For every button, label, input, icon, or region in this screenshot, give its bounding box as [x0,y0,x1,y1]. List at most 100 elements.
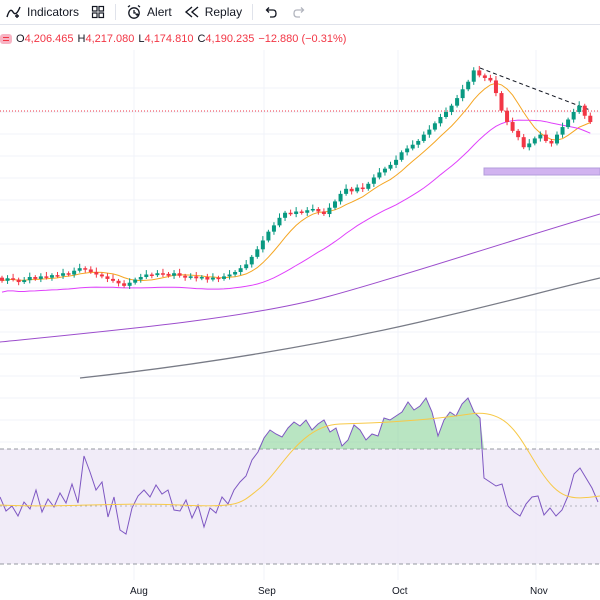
candle-body [210,277,215,280]
candle-body [238,268,243,272]
candle-body [366,183,371,189]
candle-body [488,77,493,81]
redo-icon [293,7,305,18]
toolbar-separator [115,4,117,20]
candle-body [532,138,537,144]
x-tick-aug: Aug [130,586,148,597]
candle-body [444,111,448,117]
grid-layout-icon [91,5,105,19]
candle-body [349,188,354,192]
candle-body [105,276,110,279]
x-tick-nov: Nov [530,586,548,597]
candle-body [560,127,565,135]
ma-short-line [1,82,591,282]
candle-body [577,105,582,112]
top-toolbar: Indicators Alert Replay [0,0,600,25]
candle-body [410,144,415,149]
candle-body [283,212,288,218]
replay-button[interactable]: Replay [178,0,248,24]
candle-body [16,279,21,283]
candle-body [427,129,432,135]
indicators-icon [6,6,21,18]
candle-body [549,140,554,144]
candle-body [222,276,226,279]
candle-body [399,152,404,160]
replay-label: Replay [204,5,243,19]
candle-body [555,134,559,144]
candle-body [288,212,293,215]
candle-body [582,105,587,116]
candle-body [144,274,149,278]
candle-body [49,275,54,278]
candle-body [27,277,32,281]
undo-button[interactable] [257,0,285,24]
indicators-label: Indicators [27,5,80,19]
candle-body [111,278,115,281]
ma-long-gray-line [79,277,600,379]
candle-body [22,280,27,283]
rewind-icon [184,6,199,18]
candle-body [438,117,443,124]
candle-body [299,211,304,213]
candle-body [371,177,376,184]
candle-body [255,249,260,257]
candle-body [55,275,60,277]
candle-body [338,193,343,202]
candle-body [516,130,521,138]
candle-body [344,188,349,194]
candle-body [33,277,38,279]
alert-button[interactable]: Alert [120,0,178,24]
candle-body [310,208,315,211]
redo-button[interactable] [285,0,313,24]
candle-body [183,275,188,278]
candle-body [116,280,121,284]
candle-body [382,168,387,173]
candle-body [493,80,498,94]
candle-body [527,143,532,148]
candle-body [177,273,182,276]
candle-body [477,70,482,76]
indicators-button[interactable]: Indicators [0,0,85,24]
candle-body [277,217,282,226]
candle-body [543,134,548,141]
candle-body [249,256,254,265]
candle-body [38,276,43,279]
candle-body [316,208,321,212]
change-value: −12.880 (−0.31%) [258,33,347,45]
candle-body [149,274,154,276]
trend-line [479,67,591,111]
candle-body [133,279,138,283]
collapse-legend-icon[interactable] [0,34,12,44]
candle-body [88,269,93,272]
candle-body [432,123,437,130]
candle-body [588,115,593,123]
moving-averages [0,82,600,379]
open-label: O [16,33,25,45]
candle-body [99,274,104,277]
candle-body [510,122,515,131]
ma-mid-line [1,119,591,293]
candle-body [355,187,360,192]
support-zone [483,167,600,176]
close-value: 4,190.235 [205,33,255,45]
candle-body [122,283,127,286]
candle-body [571,111,576,120]
candle-body [188,276,193,278]
candle-body [294,211,299,215]
candle-body [227,274,232,277]
rsi-overbought-fill [0,398,600,449]
candle-body [521,137,526,148]
candle-body [460,89,465,99]
layouts-button[interactable] [85,0,111,24]
candles [0,65,593,289]
candle-body [499,93,504,111]
candle-body [194,276,199,279]
candle-body [321,211,326,215]
toolbar-separator [252,4,254,20]
candle-body [405,148,410,153]
x-tick-oct: Oct [392,586,408,597]
candle-body [72,270,77,275]
candle-body [327,207,332,215]
candle-body [360,187,365,190]
